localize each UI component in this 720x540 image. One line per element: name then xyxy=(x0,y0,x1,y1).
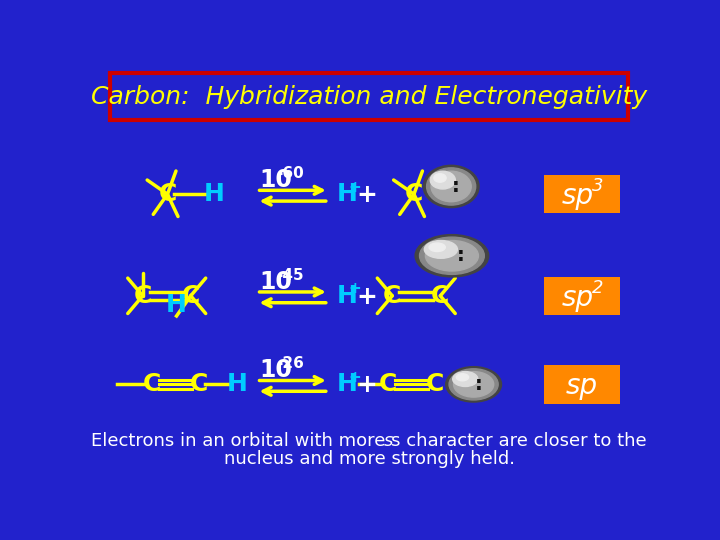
FancyBboxPatch shape xyxy=(544,175,620,213)
Ellipse shape xyxy=(449,369,498,400)
Text: C: C xyxy=(189,373,207,396)
Text: :: : xyxy=(474,375,482,394)
Text: s: s xyxy=(384,431,393,450)
FancyBboxPatch shape xyxy=(544,276,620,315)
Text: sp: sp xyxy=(562,183,593,211)
Ellipse shape xyxy=(429,243,445,252)
Text: Electrons in an orbital with more s character are closer to the: Electrons in an orbital with more s char… xyxy=(91,431,647,450)
Ellipse shape xyxy=(431,171,455,189)
Text: H: H xyxy=(166,293,187,317)
Text: +: + xyxy=(356,373,377,397)
Text: C: C xyxy=(158,182,176,206)
Text: H: H xyxy=(336,373,357,396)
Text: H: H xyxy=(227,373,248,396)
Text: -26: -26 xyxy=(276,356,304,371)
Ellipse shape xyxy=(431,171,471,202)
Text: +: + xyxy=(356,285,377,308)
Text: 10: 10 xyxy=(259,168,292,192)
Text: C: C xyxy=(133,284,152,308)
Text: -60: -60 xyxy=(276,166,304,181)
Text: sp: sp xyxy=(562,284,593,312)
Text: C: C xyxy=(143,373,161,396)
Text: +: + xyxy=(349,180,361,195)
Ellipse shape xyxy=(434,174,446,182)
Ellipse shape xyxy=(453,372,478,387)
Text: :: : xyxy=(457,246,465,265)
Text: nucleus and more strongly held.: nucleus and more strongly held. xyxy=(223,450,515,468)
Text: Carbon:  Hybridization and Electronegativity: Carbon: Hybridization and Electronegativ… xyxy=(91,85,647,109)
Text: sp: sp xyxy=(566,372,598,400)
Text: C: C xyxy=(426,373,444,396)
Ellipse shape xyxy=(426,168,476,205)
Text: 3: 3 xyxy=(592,178,603,195)
Ellipse shape xyxy=(456,374,469,381)
Text: C: C xyxy=(431,284,449,308)
Text: 10: 10 xyxy=(259,270,292,294)
FancyBboxPatch shape xyxy=(110,72,628,120)
Ellipse shape xyxy=(454,372,494,397)
Text: H: H xyxy=(336,182,357,206)
Ellipse shape xyxy=(420,237,485,274)
Ellipse shape xyxy=(424,240,457,258)
Text: +: + xyxy=(356,183,377,207)
Text: +: + xyxy=(349,370,361,385)
Ellipse shape xyxy=(415,234,489,277)
Text: :: : xyxy=(452,177,459,196)
Text: +: + xyxy=(349,281,361,296)
Ellipse shape xyxy=(423,165,479,208)
Text: H: H xyxy=(336,284,357,308)
Ellipse shape xyxy=(426,240,478,271)
Text: -45: -45 xyxy=(276,267,304,282)
FancyBboxPatch shape xyxy=(544,365,620,403)
Text: C: C xyxy=(181,284,200,308)
Text: C: C xyxy=(379,373,397,396)
Text: 10: 10 xyxy=(259,359,292,382)
Ellipse shape xyxy=(446,367,502,402)
Text: H: H xyxy=(204,182,225,206)
Text: 2: 2 xyxy=(592,279,603,297)
Text: C: C xyxy=(383,284,402,308)
Text: C: C xyxy=(405,182,423,206)
